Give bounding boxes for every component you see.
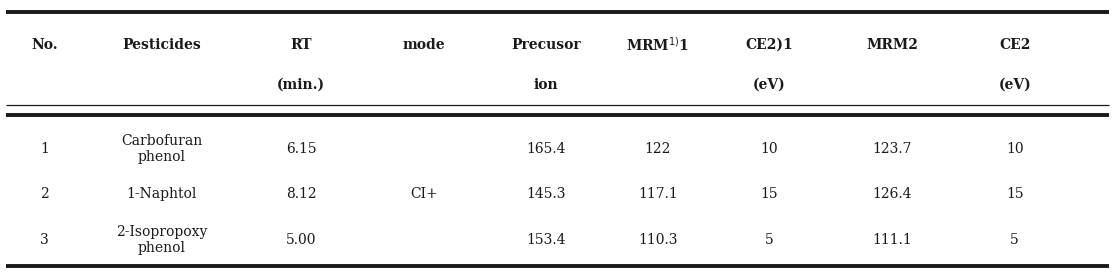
Text: Precusor: Precusor [512,38,581,52]
Text: 8.12: 8.12 [285,187,317,201]
Text: 123.7: 123.7 [872,142,912,156]
Text: 110.3: 110.3 [638,233,678,247]
Text: 5: 5 [765,233,774,247]
Text: (eV): (eV) [753,78,786,92]
Text: 2: 2 [40,187,49,201]
Text: (eV): (eV) [998,78,1031,92]
Text: 145.3: 145.3 [526,187,566,201]
Text: Carbofuran
phenol: Carbofuran phenol [122,134,202,164]
Text: No.: No. [31,38,58,52]
Text: 3: 3 [40,233,49,247]
Text: CI+: CI+ [410,187,437,201]
Text: Pesticides: Pesticides [123,38,201,52]
Text: 165.4: 165.4 [526,142,566,156]
Text: 2-Isopropoxy
phenol: 2-Isopropoxy phenol [116,225,207,255]
Text: 122: 122 [644,142,671,156]
Text: (min.): (min.) [277,78,326,92]
Text: mode: mode [403,38,445,52]
Text: 111.1: 111.1 [872,233,912,247]
Text: 126.4: 126.4 [872,187,912,201]
Text: CE2: CE2 [999,38,1030,52]
Text: MRM2: MRM2 [866,38,918,52]
Text: 10: 10 [1006,142,1024,156]
Text: 1: 1 [40,142,49,156]
Text: 5.00: 5.00 [285,233,317,247]
Text: 5: 5 [1010,233,1019,247]
Text: 1-Naphtol: 1-Naphtol [126,187,197,201]
Text: RT: RT [290,38,312,52]
Text: ion: ion [534,78,559,92]
Text: 15: 15 [1006,187,1024,201]
Text: CE2)1: CE2)1 [746,38,793,52]
Text: 10: 10 [760,142,778,156]
Text: 117.1: 117.1 [638,187,678,201]
Text: 153.4: 153.4 [526,233,566,247]
Text: 6.15: 6.15 [285,142,317,156]
Text: 15: 15 [760,187,778,201]
Text: MRM$^{1)}$1: MRM$^{1)}$1 [627,36,689,54]
